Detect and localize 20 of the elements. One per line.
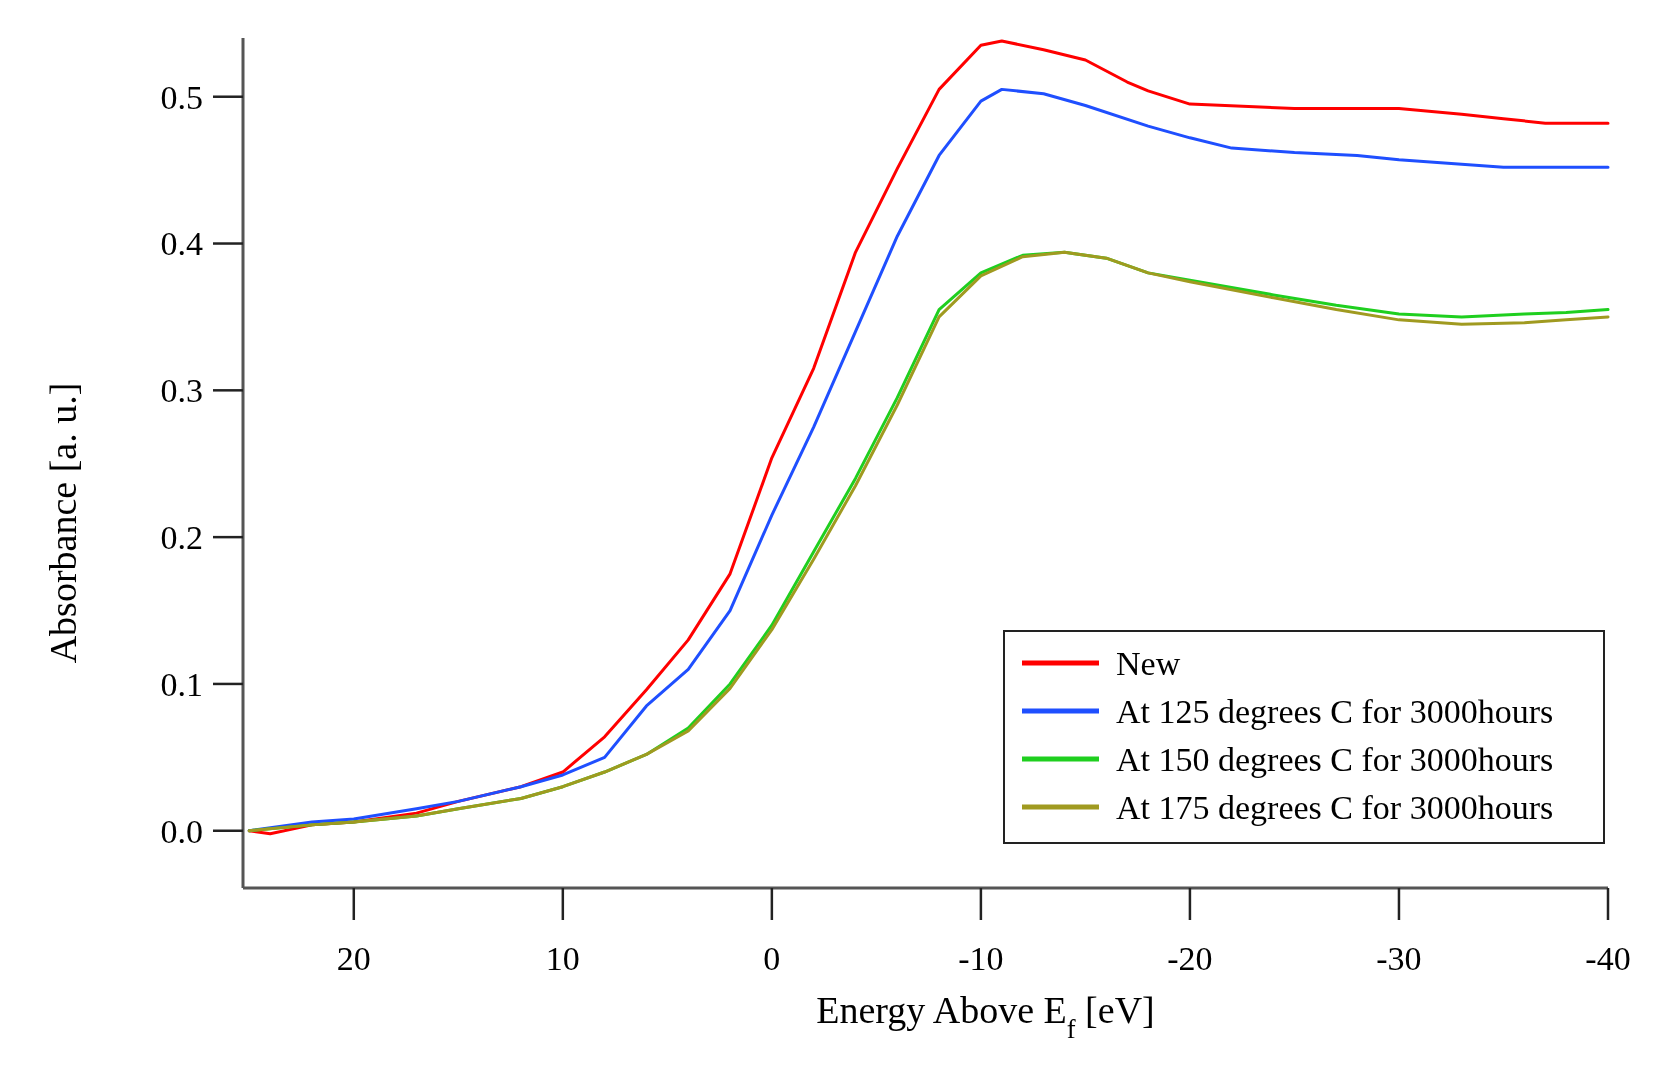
y-tick-label: 0.5 xyxy=(160,78,203,116)
y-axis-title: Absorbance [a. u.] xyxy=(42,382,84,664)
x-tick-label: 20 xyxy=(336,940,371,977)
y-tick-label: 0.4 xyxy=(160,225,203,263)
legend-label: At 175 degrees C for 3000hours xyxy=(1116,788,1554,826)
x-tick-label: -10 xyxy=(958,940,1004,977)
x-tick-label: -20 xyxy=(1167,940,1213,977)
legend-label: New xyxy=(1116,644,1181,682)
y-tick-label: 0.1 xyxy=(160,665,203,703)
line-series xyxy=(247,250,1610,833)
x-axis-title: Energy Above E$_{f}$ [eV] xyxy=(816,989,1155,1044)
x-tick-label: -40 xyxy=(1585,940,1631,977)
legend-label: At 125 degrees C for 3000hours xyxy=(1116,692,1554,730)
legend-label: At 150 degrees C for 3000hours xyxy=(1116,740,1554,778)
y-tick-label: 0.3 xyxy=(160,372,203,410)
x-tick-label: -30 xyxy=(1376,940,1422,977)
y-tick-label: 0.2 xyxy=(160,519,203,557)
x-tick-label: 10 xyxy=(545,940,580,977)
x-tick-label: 0 xyxy=(763,940,781,977)
y-tick-label: 0.0 xyxy=(160,812,203,850)
